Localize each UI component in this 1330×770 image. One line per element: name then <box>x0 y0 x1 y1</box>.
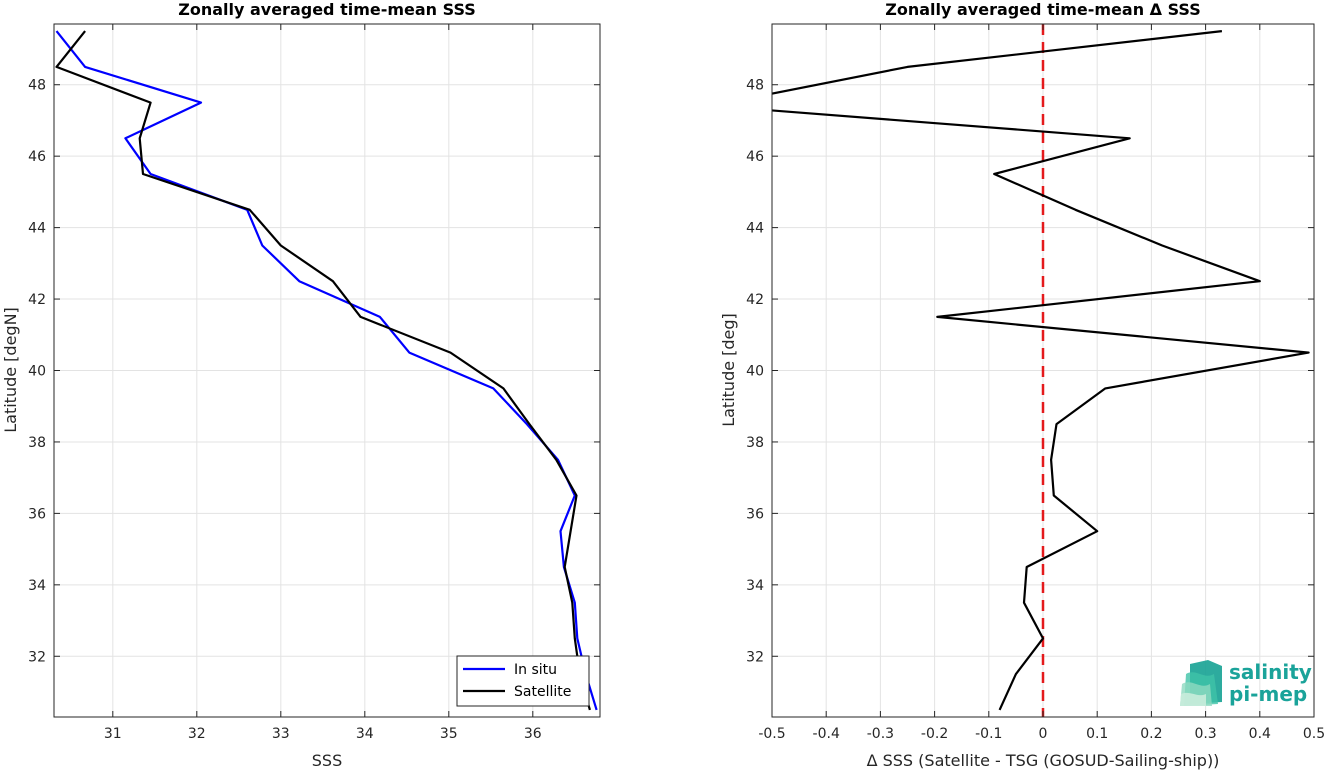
legend-label-in-situ: In situ <box>514 662 557 678</box>
x-tick-label: 0.4 <box>1249 726 1271 742</box>
x-tick-label: 33 <box>272 726 290 742</box>
legend: In situ Satellite <box>456 655 590 707</box>
y-axis-label: Latitude [degN] <box>1 307 20 433</box>
series-line-satellite <box>55 30 591 711</box>
x-tick-label: 36 <box>524 726 542 742</box>
y-tick-label: 36 <box>28 506 46 522</box>
x-tick-label: 31 <box>104 726 122 742</box>
logo-text-salinity: salinity <box>1229 660 1312 684</box>
x-tick-label: -0.4 <box>813 726 840 742</box>
chart-title: Zonally averaged time-mean Δ SSS <box>885 0 1201 19</box>
y-tick-label: 38 <box>746 435 764 451</box>
x-tick-label: 0.2 <box>1140 726 1162 742</box>
x-ticks: -0.5 -0.4 -0.3 -0.2 -0.1 0 0.1 0.2 0.3 0.4 0.5 <box>758 24 1325 742</box>
grid <box>54 24 600 717</box>
chart-title: Zonally averaged time-mean SSS <box>178 0 476 19</box>
y-tick-label: 48 <box>28 78 46 94</box>
x-tick-label: 0.1 <box>1086 726 1108 742</box>
y-tick-label: 46 <box>28 149 46 165</box>
y-tick-label: 44 <box>746 221 764 237</box>
x-ticks: 31 32 33 34 35 36 <box>104 24 542 742</box>
x-tick-label: 0.5 <box>1303 726 1325 742</box>
panel-sss: 31 32 33 34 35 36 32 34 36 38 40 42 44 46 48 Zonally … <box>1 0 601 770</box>
x-tick-label: 0.3 <box>1194 726 1216 742</box>
y-axis-label: Latitude [deg] <box>719 313 738 427</box>
x-axis-label: Δ SSS (Satellite - TSG (GOSUD-Sailing-sh… <box>867 751 1220 770</box>
x-tick-label: -0.5 <box>758 726 785 742</box>
y-tick-label: 38 <box>28 435 46 451</box>
x-tick-label: -0.1 <box>975 726 1002 742</box>
legend-label-satellite: Satellite <box>514 684 571 700</box>
y-tick-label: 46 <box>746 149 764 165</box>
legend-box <box>456 655 590 707</box>
y-tick-label: 42 <box>746 292 764 308</box>
y-tick-label: 36 <box>746 506 764 522</box>
y-tick-label: 34 <box>28 578 46 594</box>
series-line-in-situ <box>55 30 598 711</box>
y-tick-label: 32 <box>28 649 46 665</box>
x-tick-label: 35 <box>440 726 458 742</box>
y-tick-label: 34 <box>746 578 764 594</box>
panel-delta-sss: -0.5 -0.4 -0.3 -0.2 -0.1 0 0.1 0.2 0.3 0.4 0.5 323… <box>719 0 1325 770</box>
y-tick-label: 32 <box>746 649 764 665</box>
y-ticks: 32 34 36 38 40 42 44 46 48 <box>28 78 600 665</box>
series-lines <box>772 30 1310 711</box>
y-tick-label: 44 <box>28 221 46 237</box>
x-tick-label: 0 <box>1039 726 1048 742</box>
logo-waves-icon <box>1180 660 1222 706</box>
x-axis-label: SSS <box>312 751 342 770</box>
x-tick-label: -0.3 <box>867 726 894 742</box>
x-tick-label: -0.2 <box>921 726 948 742</box>
salinity-pi-mep-logo: salinity pi-mep <box>1180 660 1312 706</box>
x-tick-label: 32 <box>188 726 206 742</box>
y-tick-label: 48 <box>746 78 764 94</box>
y-tick-label: 40 <box>28 364 46 380</box>
y-tick-label: 40 <box>746 364 764 380</box>
series-lines <box>55 30 598 711</box>
series-line-0 <box>772 30 1310 711</box>
x-tick-label: 34 <box>356 726 374 742</box>
y-ticks: 32 34 36 38 40 42 44 46 48 <box>746 78 1314 665</box>
logo-text-pi-mep: pi-mep <box>1229 682 1307 706</box>
y-tick-label: 42 <box>28 292 46 308</box>
